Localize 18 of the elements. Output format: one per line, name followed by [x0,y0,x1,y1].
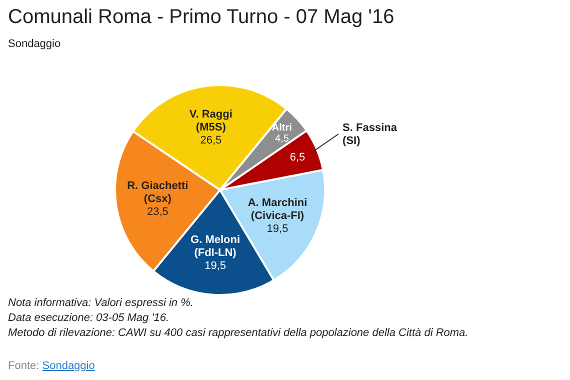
source-note: Fonte: Sondaggio [8,360,95,372]
slice-label: S. Fassina (SI) [342,122,398,147]
data-label: 19,5 [266,222,288,235]
data-label: 26,5 [200,134,222,147]
chart-subtitle: Sondaggio [8,38,61,50]
chart-title: Comunali Roma - Primo Turno - 07 Mag '16 [8,6,394,29]
slice-label: G. Meloni (FdI-LN) [190,234,240,259]
slice-label: V. Raggi (M5S) [189,108,232,134]
data-label: 4,5 [274,134,290,144]
slice-label: A. Marchini (Civica-FI) [248,196,308,222]
data-label: 6,5 [290,152,306,164]
data-label: 19,5 [204,260,226,272]
slice-label: R. Giachetti (Csx) [127,180,188,206]
text: Data esecuzione: 03-05 Mag '16. [8,311,170,326]
text: Metodo di rilevazione: CAWI su 400 casi rappresentativi della popolazione della Città di Roma. [8,326,468,341]
slice-label: Altri [272,122,292,134]
text: Nota informativa: Valori espressi in %. [8,296,194,311]
data-label: 23,5 [146,206,168,218]
